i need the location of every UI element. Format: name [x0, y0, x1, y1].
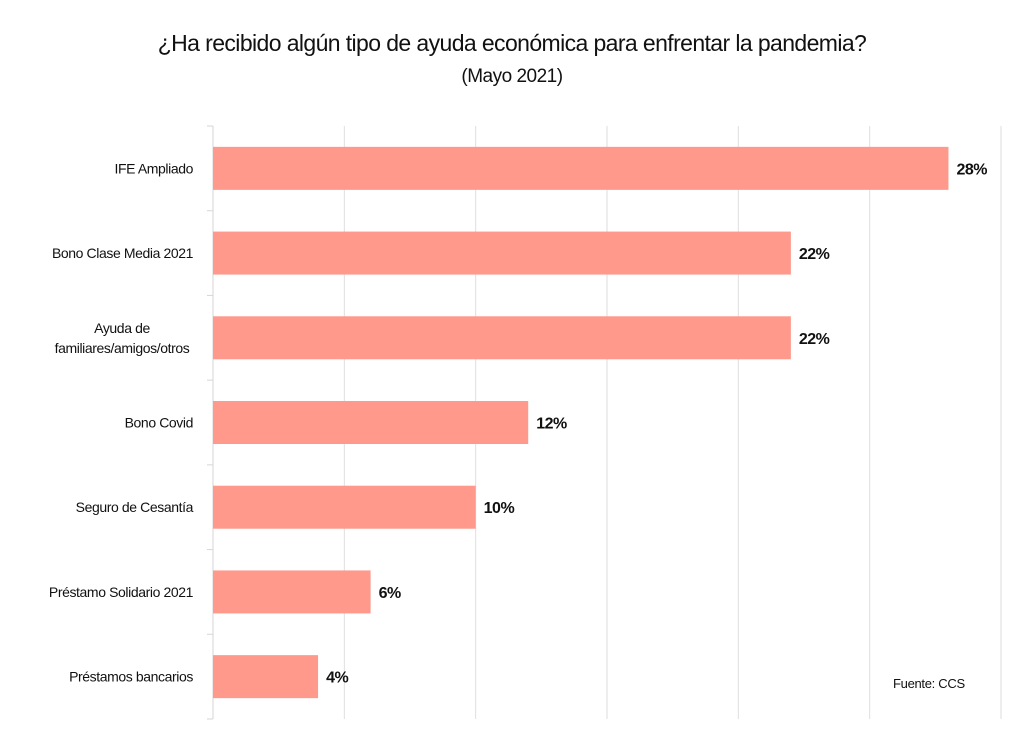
- bar: [213, 655, 319, 699]
- category-label: Seguro de Cesantía: [76, 499, 194, 515]
- chart-title: ¿Ha recibido algún tipo de ayuda económi…: [157, 30, 867, 56]
- bar: [213, 316, 791, 360]
- category-label: Préstamo Solidario 2021: [49, 584, 194, 600]
- chart-subtitle: (Mayo 2021): [461, 66, 563, 87]
- category-label: Bono Covid: [125, 415, 193, 431]
- value-label: 12%: [536, 416, 567, 433]
- category-label-line: familiares/amigos/otros: [55, 340, 190, 356]
- category-label-line: Bono Covid: [125, 415, 193, 431]
- value-label: 28%: [956, 161, 987, 178]
- source-note: Fuente: CCS: [893, 676, 965, 691]
- bar: [213, 231, 791, 275]
- value-label: 10%: [484, 500, 515, 517]
- value-label: 4%: [326, 670, 348, 687]
- bar: [213, 485, 476, 529]
- category-label: Ayuda de familiares/amigos/otros: [55, 320, 190, 356]
- category-label: IFE Ampliado: [115, 160, 194, 176]
- category-label-line: Préstamo Solidario 2021: [49, 584, 194, 600]
- value-label: 6%: [379, 585, 401, 602]
- category-label-line: Préstamos bancarios: [69, 669, 193, 685]
- value-label: 22%: [799, 331, 830, 348]
- category-label-line: Seguro de Cesantía: [76, 499, 194, 515]
- value-label: 22%: [799, 246, 830, 263]
- bar: [213, 401, 529, 444]
- category-label-line: Bono Clase Media 2021: [52, 245, 194, 261]
- category-label-line: IFE Ampliado: [115, 160, 194, 176]
- category-label: Bono Clase Media 2021: [52, 245, 194, 261]
- category-label-line: Ayuda de: [94, 320, 150, 336]
- bar: [213, 146, 949, 190]
- category-label: Préstamos bancarios: [69, 669, 193, 685]
- bar: [213, 570, 371, 614]
